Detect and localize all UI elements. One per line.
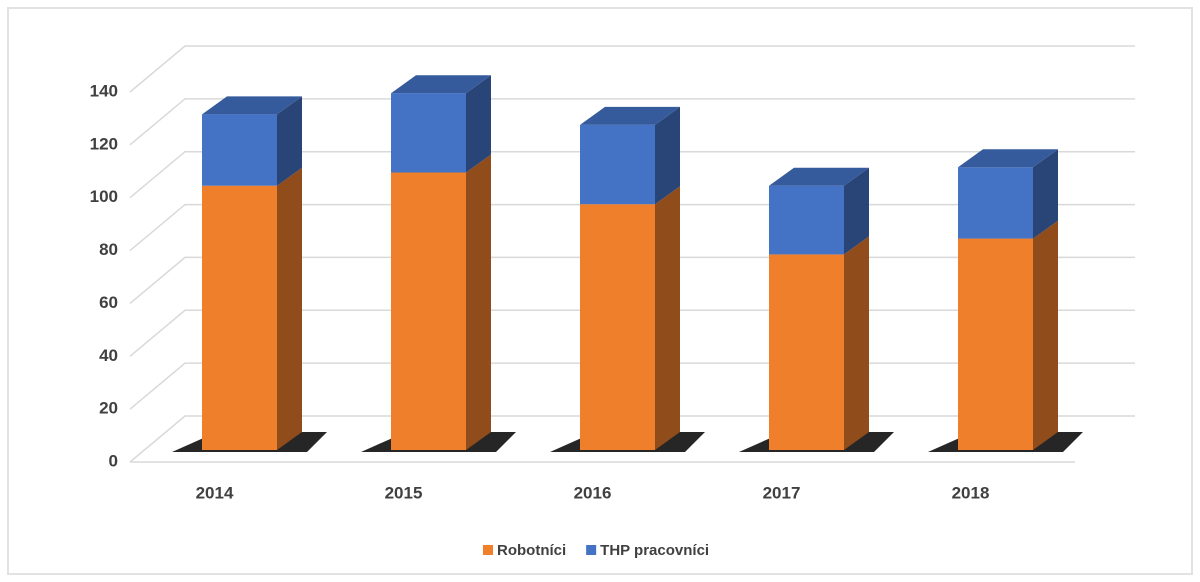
x-tick-label: 2015 <box>385 483 423 502</box>
bar-side <box>655 186 680 450</box>
bar-front <box>202 185 277 450</box>
bar-segment <box>391 75 491 173</box>
bar-front <box>580 204 655 450</box>
bar-segment <box>202 96 302 186</box>
bar-top <box>580 106 680 125</box>
bar-front <box>391 93 466 173</box>
bar-front <box>580 124 655 205</box>
legend-label: THP pracovníci <box>600 542 709 559</box>
y-tick-label: 0 <box>109 451 118 470</box>
bar-segment <box>580 106 680 205</box>
y-tick-label: 20 <box>99 399 118 418</box>
grid-line <box>129 150 1135 199</box>
bar-side <box>466 75 491 173</box>
bar-front <box>391 172 466 450</box>
bar-segment <box>958 220 1058 450</box>
x-tick-label: 2014 <box>196 483 234 502</box>
bar-side <box>1033 149 1058 239</box>
bar-front <box>769 185 844 255</box>
y-tick-label: 100 <box>90 187 118 206</box>
bar-segment <box>580 186 680 450</box>
bar-front <box>958 238 1033 450</box>
legend-label: Robotníci <box>497 542 566 559</box>
x-tick-label: 2018 <box>952 483 990 502</box>
bar-top <box>202 96 302 115</box>
bar-side <box>466 154 491 450</box>
y-tick-label: 120 <box>90 134 118 153</box>
bar-segment <box>202 167 302 450</box>
bar-segment <box>769 236 869 450</box>
bar-side <box>277 167 302 450</box>
bar-side <box>844 167 869 255</box>
bar-segment <box>391 154 491 450</box>
y-tick-label: 80 <box>99 240 118 259</box>
bar-front <box>202 114 277 186</box>
grid-line <box>129 45 1135 93</box>
legend-swatch <box>483 545 493 555</box>
legend-swatch <box>586 545 597 555</box>
bar-segment <box>769 167 869 255</box>
x-tick-label: 2017 <box>763 483 801 502</box>
x-tick-label: 2016 <box>574 483 612 502</box>
bar-front <box>769 254 844 450</box>
bar-side <box>844 236 869 450</box>
y-tick-label: 140 <box>90 81 118 100</box>
bar-top <box>769 167 869 186</box>
bar-front <box>958 167 1033 239</box>
bar-side <box>1033 220 1058 450</box>
bar-top <box>958 149 1058 168</box>
y-tick-label: 60 <box>99 293 118 312</box>
grid-line <box>129 98 1135 146</box>
bar-side <box>655 106 680 205</box>
y-tick-label: 40 <box>99 346 118 365</box>
bar-top <box>391 75 491 94</box>
bar-side <box>277 96 302 186</box>
bar-segment <box>958 149 1058 239</box>
